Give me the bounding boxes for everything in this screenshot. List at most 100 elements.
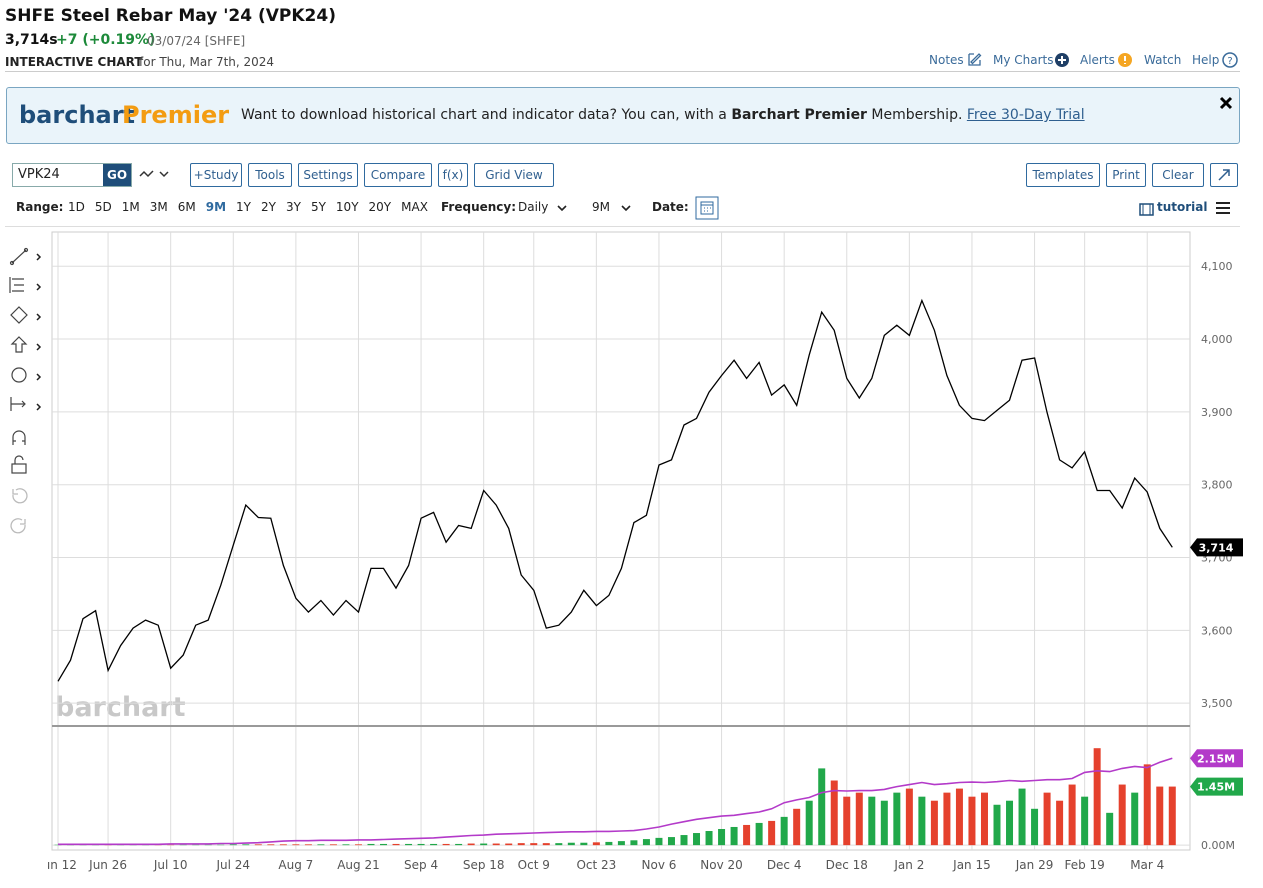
volume-bar bbox=[880, 800, 888, 846]
badge-shape bbox=[1190, 538, 1243, 557]
x-tick-label: Nov 20 bbox=[700, 858, 743, 872]
volume-bar bbox=[980, 792, 988, 846]
toolbar-button[interactable]: Compare bbox=[364, 163, 432, 187]
toolbar-button[interactable]: f(x) bbox=[438, 163, 468, 187]
banner-text: Want to download historical chart and in… bbox=[241, 107, 1085, 123]
subtitle-label: INTERACTIVE CHART bbox=[5, 55, 143, 69]
nav-link[interactable]: Help bbox=[1192, 53, 1220, 67]
volume-bar bbox=[1156, 786, 1164, 846]
date-label: Date: bbox=[652, 200, 689, 214]
toolbar-button[interactable]: Templates bbox=[1026, 163, 1100, 187]
last-value-badge: 1.45M bbox=[1190, 777, 1243, 796]
frequency-select[interactable]: Daily bbox=[518, 200, 549, 214]
range-option[interactable]: 2Y bbox=[261, 200, 276, 214]
range-option[interactable]: 10Y bbox=[335, 200, 359, 214]
range-option[interactable]: 6M bbox=[177, 200, 196, 214]
x-tick-label: Jan 29 bbox=[1015, 858, 1054, 872]
y2-tick-label: 0.00M bbox=[1201, 839, 1235, 852]
volume-bar bbox=[968, 796, 976, 846]
y-tick-label: 3,500 bbox=[1201, 697, 1233, 710]
range-option[interactable]: 3M bbox=[149, 200, 168, 214]
volume-bar bbox=[580, 842, 588, 846]
volume-bar bbox=[1143, 764, 1151, 846]
expand-button[interactable] bbox=[1210, 163, 1238, 187]
volume-bar bbox=[768, 820, 776, 846]
volume-bar bbox=[229, 844, 237, 846]
nav-link[interactable]: Watch bbox=[1144, 53, 1182, 67]
volume-bar bbox=[1131, 792, 1139, 846]
volume-bar bbox=[592, 842, 600, 846]
volume-bar bbox=[830, 780, 838, 846]
banner-text: Membership. bbox=[871, 107, 963, 123]
divider bbox=[5, 226, 1240, 227]
x-tick-label: Jun 12 bbox=[38, 858, 77, 872]
menu-icon[interactable] bbox=[1216, 201, 1230, 215]
badge-label: 3,714 bbox=[1199, 541, 1234, 554]
range-option[interactable]: 9M bbox=[205, 200, 227, 214]
volume-bar bbox=[279, 844, 287, 846]
toolbar-button[interactable]: Clear bbox=[1152, 163, 1204, 187]
volume-bar bbox=[254, 844, 262, 846]
y-tick-label: 3,900 bbox=[1201, 406, 1233, 419]
close-icon[interactable] bbox=[1219, 96, 1233, 110]
volume-bar bbox=[555, 843, 563, 846]
volume-bar bbox=[843, 796, 851, 846]
volume-bar bbox=[605, 841, 613, 846]
quote-date: 03/07/24 [SHFE] bbox=[147, 34, 246, 48]
volume-bar bbox=[818, 768, 826, 846]
nav-link[interactable]: My Charts bbox=[993, 53, 1054, 67]
x-tick-label: Feb 19 bbox=[1064, 858, 1104, 872]
toolbar-button[interactable]: Tools bbox=[248, 163, 292, 187]
volume-bar bbox=[1043, 792, 1051, 846]
toolbar-button[interactable]: Grid View bbox=[474, 163, 554, 187]
volume-bar bbox=[793, 808, 801, 846]
volume-bar bbox=[680, 835, 688, 846]
range-option[interactable]: 1Y bbox=[236, 200, 252, 214]
period-select[interactable]: 9M bbox=[592, 200, 610, 214]
x-tick-label: Aug 7 bbox=[278, 858, 313, 872]
range-option[interactable]: MAX bbox=[401, 200, 428, 214]
range-option[interactable]: 5D bbox=[94, 200, 112, 214]
nav-link[interactable]: Alerts bbox=[1080, 53, 1115, 67]
watermark: barchart bbox=[55, 692, 186, 723]
range-option[interactable]: 1M bbox=[121, 200, 140, 214]
x-tick-label: Sep 18 bbox=[463, 858, 505, 872]
toolbar-button[interactable]: +Study bbox=[190, 163, 242, 187]
volume-bar bbox=[354, 844, 362, 846]
range-label: Range: bbox=[16, 200, 64, 214]
toolbar-button[interactable]: Settings bbox=[298, 163, 358, 187]
expand-icon bbox=[1218, 169, 1230, 181]
chart-type-icon[interactable] bbox=[138, 166, 172, 182]
y-tick-label: 4,000 bbox=[1201, 333, 1233, 346]
volume-bar bbox=[380, 843, 388, 846]
x-tick-label: Oct 23 bbox=[576, 858, 616, 872]
dropdown-arrows bbox=[557, 205, 631, 212]
x-tick-label: Dec 18 bbox=[826, 858, 868, 872]
volume-bar bbox=[667, 837, 675, 846]
volume-bar bbox=[805, 800, 813, 846]
x-tick-label: Nov 6 bbox=[642, 858, 677, 872]
volume-bar bbox=[492, 843, 500, 846]
frequency-label: Frequency: bbox=[441, 200, 517, 214]
go-button[interactable]: GO bbox=[103, 164, 131, 186]
x-tick-label: Sep 4 bbox=[404, 858, 438, 872]
x-tick-label: Jun 26 bbox=[88, 858, 127, 872]
volume-bar bbox=[893, 792, 901, 846]
range-option[interactable]: 20Y bbox=[368, 200, 392, 214]
price-line bbox=[57, 298, 1173, 682]
x-tick-label: Jul 24 bbox=[215, 858, 250, 872]
range-option[interactable]: 3Y bbox=[285, 200, 301, 214]
toolbar-button[interactable]: Print bbox=[1106, 163, 1146, 187]
range-option[interactable]: 5Y bbox=[310, 200, 326, 214]
range-option[interactable]: 1D bbox=[68, 200, 85, 214]
trial-link[interactable]: Free 30-Day Trial bbox=[966, 107, 1085, 123]
nav-link[interactable]: Notes bbox=[929, 53, 964, 67]
x-tick-label: Dec 4 bbox=[767, 858, 802, 872]
volume-bar bbox=[455, 843, 463, 846]
calendar-button[interactable] bbox=[695, 196, 719, 220]
symbol-input[interactable]: VPK24 GO bbox=[12, 163, 132, 187]
volume-bar bbox=[329, 844, 337, 846]
tutorial-link[interactable]: tutorial bbox=[1157, 200, 1208, 214]
